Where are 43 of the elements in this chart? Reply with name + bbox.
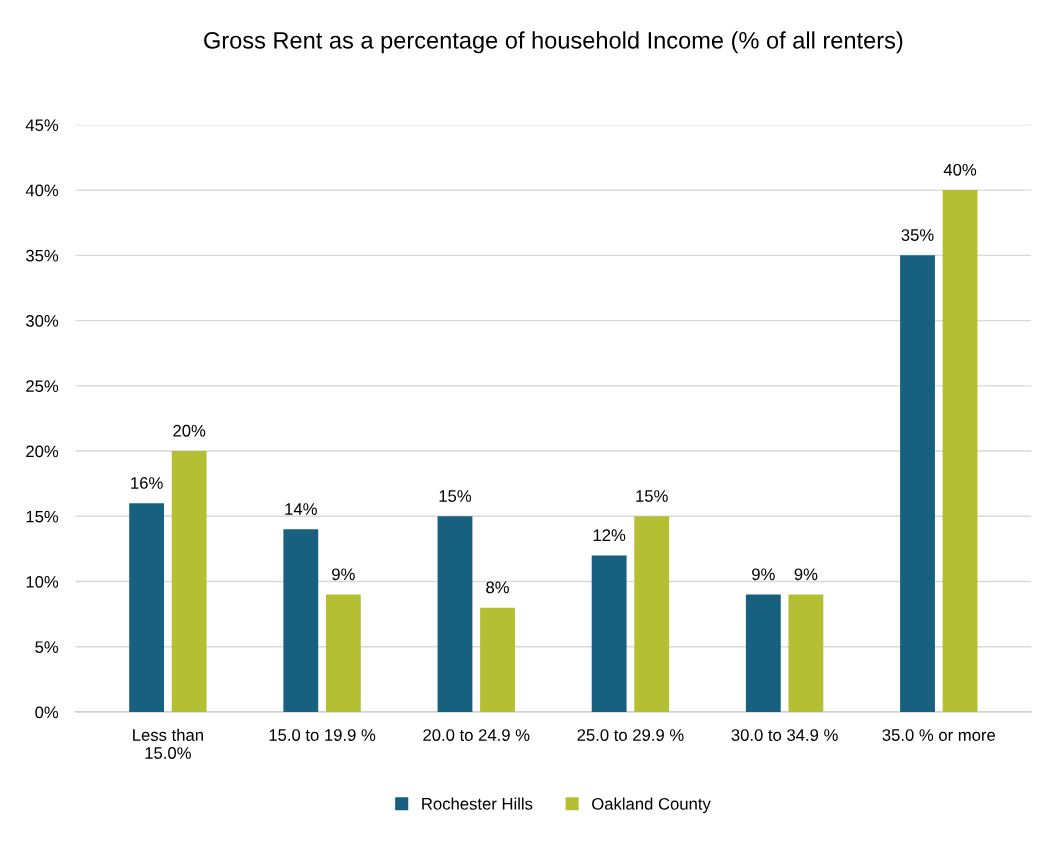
x-tick-label: 30.0 to 34.9 % <box>731 729 838 741</box>
y-tick-label: 30% <box>26 314 59 327</box>
bar <box>171 451 207 713</box>
y-tick-label: 0% <box>35 706 59 719</box>
y-tick-label: 25% <box>26 380 59 393</box>
data-label: 9% <box>332 568 355 581</box>
y-tick-label: 20% <box>26 445 59 458</box>
data-label: 20% <box>173 424 206 437</box>
data-label: 40% <box>943 163 977 176</box>
y-tick-label: 5% <box>35 641 59 654</box>
bar <box>325 594 361 713</box>
data-label: 8% <box>486 581 509 594</box>
x-tick-label: 25.0 to 29.9 % <box>577 729 684 741</box>
y-tick-label: 15% <box>26 510 59 523</box>
y-tick-label: 40% <box>25 184 59 197</box>
data-label: 16% <box>131 477 163 489</box>
bar <box>283 529 319 713</box>
data-label: 9% <box>794 568 818 581</box>
data-label: 15% <box>636 490 668 502</box>
x-tick-label: Less than 15.0% <box>133 728 203 759</box>
data-label: 15% <box>439 490 472 502</box>
legend-label: Oakland County <box>592 797 711 814</box>
y-tick-label: 10% <box>26 575 59 588</box>
data-label: 9% <box>752 568 775 581</box>
data-label: 14% <box>285 503 317 515</box>
x-tick-label: 15.0 to 19.9 % <box>269 729 376 741</box>
bar <box>900 255 935 713</box>
legend-label: Rochester Hills <box>422 797 533 810</box>
x-tick-label: 20.0 to 24.9 % <box>423 729 530 741</box>
bar <box>437 516 473 713</box>
bar <box>942 190 978 713</box>
bar <box>480 607 515 713</box>
bar <box>634 516 670 713</box>
bar <box>129 503 165 713</box>
bar <box>745 594 781 713</box>
y-tick-label: 45% <box>25 119 59 132</box>
data-label: 35% <box>901 229 934 241</box>
y-tick-label: 35% <box>26 249 59 262</box>
chart-title: Gross Rent as a percentage of household Income (% of all renters) <box>204 31 903 54</box>
x-tick-label: 35.0 % or more <box>882 729 996 741</box>
data-label: 12% <box>593 529 626 541</box>
bar <box>788 594 824 713</box>
bar <box>591 555 627 713</box>
